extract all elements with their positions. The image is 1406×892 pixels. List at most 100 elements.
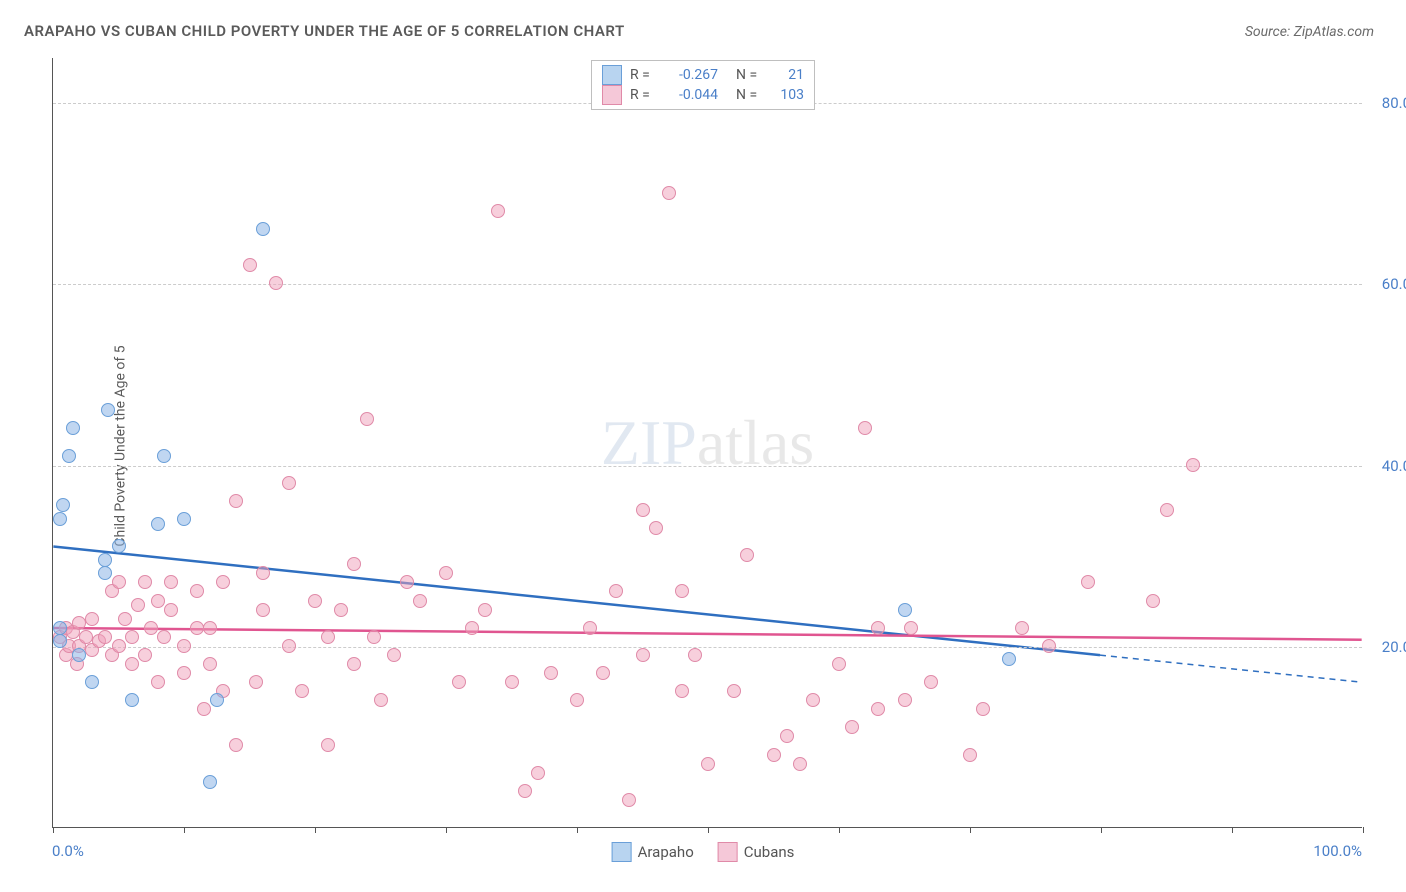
scatter-point [570, 693, 584, 707]
x-tick [315, 827, 316, 833]
legend-r-label: R = [630, 87, 660, 103]
y-tick-label: 20.0% [1382, 638, 1406, 656]
legend-n-label: N = [736, 87, 766, 103]
trend-line-dashed [1100, 655, 1362, 682]
source-label: Source: ZipAtlas.com [1245, 24, 1374, 40]
scatter-point [53, 512, 67, 526]
scatter-point [898, 693, 912, 707]
scatter-point [56, 498, 70, 512]
scatter-point [1146, 594, 1160, 608]
scatter-point [1042, 639, 1056, 653]
chart-title: ARAPAHO VS CUBAN CHILD POVERTY UNDER THE… [24, 22, 625, 40]
trend-line [53, 628, 1361, 640]
scatter-point [144, 621, 158, 635]
scatter-point [347, 657, 361, 671]
scatter-point [243, 258, 257, 272]
scatter-point [367, 630, 381, 644]
scatter-point [85, 675, 99, 689]
plot-area: ZIPatlas 20.0%40.0%60.0%80.0% [52, 58, 1362, 828]
scatter-point [544, 666, 558, 680]
scatter-point [177, 639, 191, 653]
scatter-point [636, 503, 650, 517]
scatter-point [197, 702, 211, 716]
legend-swatch [602, 65, 622, 85]
scatter-point [72, 648, 86, 662]
scatter-point [400, 575, 414, 589]
legend-r-value: -0.267 [668, 67, 718, 83]
scatter-point [740, 548, 754, 562]
scatter-point [138, 575, 152, 589]
scatter-point [177, 512, 191, 526]
scatter-point [505, 675, 519, 689]
scatter-point [924, 675, 938, 689]
scatter-point [101, 403, 115, 417]
scatter-point [177, 666, 191, 680]
watermark: ZIPatlas [601, 406, 814, 480]
scatter-point [98, 553, 112, 567]
legend-bottom-label: Cubans [744, 843, 795, 861]
scatter-point [62, 449, 76, 463]
scatter-point [216, 575, 230, 589]
scatter-point [976, 702, 990, 716]
y-tick-label: 40.0% [1382, 457, 1406, 475]
legend-row: R =-0.267N =21 [602, 65, 804, 85]
x-tick [970, 827, 971, 833]
scatter-point [269, 276, 283, 290]
grid-line [53, 647, 1362, 648]
scatter-point [229, 494, 243, 508]
scatter-point [871, 702, 885, 716]
scatter-point [256, 603, 270, 617]
x-tick [1101, 827, 1102, 833]
scatter-point [374, 693, 388, 707]
scatter-point [203, 621, 217, 635]
scatter-point [491, 204, 505, 218]
scatter-point [360, 412, 374, 426]
scatter-point [112, 575, 126, 589]
x-tick [1363, 827, 1364, 833]
legend-bottom-label: Arapaho [638, 843, 694, 861]
x-axis-min-label: 0.0% [52, 842, 84, 860]
x-tick [708, 827, 709, 833]
x-tick [53, 827, 54, 833]
scatter-point [701, 757, 715, 771]
scatter-point [151, 594, 165, 608]
scatter-point [622, 793, 636, 807]
scatter-point [832, 657, 846, 671]
scatter-point [347, 557, 361, 571]
scatter-point [72, 616, 86, 630]
x-tick [184, 827, 185, 833]
scatter-point [806, 693, 820, 707]
scatter-point [675, 684, 689, 698]
scatter-point [131, 598, 145, 612]
scatter-point [793, 757, 807, 771]
scatter-point [413, 594, 427, 608]
scatter-point [780, 729, 794, 743]
trend-line [53, 547, 1100, 656]
scatter-point [898, 603, 912, 617]
scatter-point [295, 684, 309, 698]
scatter-point [256, 222, 270, 236]
scatter-point [1015, 621, 1029, 635]
scatter-point [157, 630, 171, 644]
scatter-point [727, 684, 741, 698]
scatter-point [98, 630, 112, 644]
scatter-point [387, 648, 401, 662]
x-tick [446, 827, 447, 833]
legend-n-value: 21 [774, 67, 804, 83]
scatter-point [138, 648, 152, 662]
x-tick [839, 827, 840, 833]
scatter-point [688, 648, 702, 662]
scatter-point [98, 566, 112, 580]
scatter-point [79, 630, 93, 644]
scatter-point [609, 584, 623, 598]
scatter-point [1081, 575, 1095, 589]
scatter-point [53, 634, 67, 648]
trend-lines-svg [53, 58, 1362, 827]
scatter-point [151, 517, 165, 531]
scatter-point [210, 693, 224, 707]
scatter-point [321, 630, 335, 644]
scatter-point [531, 766, 545, 780]
scatter-point [596, 666, 610, 680]
scatter-point [963, 748, 977, 762]
watermark-light: atlas [697, 407, 814, 478]
